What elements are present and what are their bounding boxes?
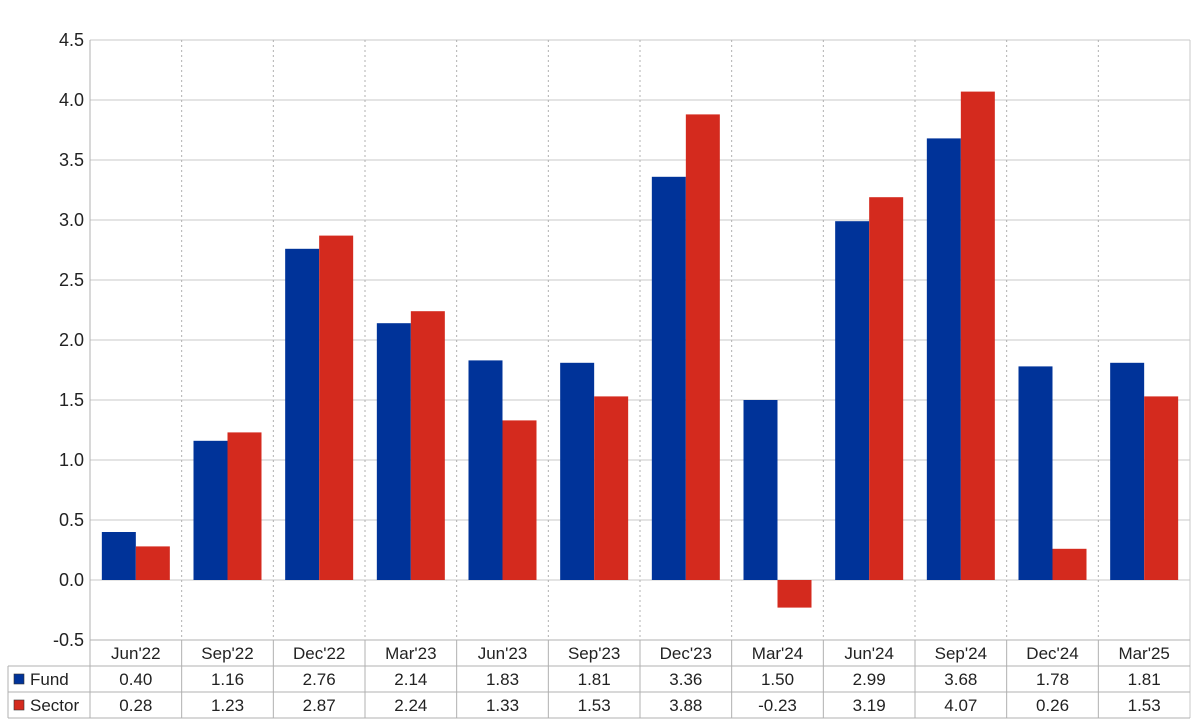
data-label-sector: 0.28 (119, 696, 152, 715)
data-label-fund: 2.14 (394, 670, 427, 689)
bar-fund-4 (468, 360, 503, 580)
y-tick-label: 1.5 (59, 390, 84, 410)
bar-sector-4 (502, 420, 537, 580)
data-label-sector: 1.53 (578, 696, 611, 715)
y-tick-label: 2.0 (59, 330, 84, 350)
y-tick-label: 0.0 (59, 570, 84, 590)
bar-sector-2 (319, 235, 354, 580)
bar-fund-8 (835, 221, 870, 580)
category-label: Dec'24 (1026, 644, 1078, 663)
data-label-fund: 1.81 (578, 670, 611, 689)
category-label: Jun'23 (478, 644, 528, 663)
data-label-fund: 3.68 (944, 670, 977, 689)
data-label-fund: 3.36 (669, 670, 702, 689)
data-table: Jun'22 Sep'22 Dec'22 Mar'23 Jun'23 Sep'23 Dec'… (7, 639, 1190, 719)
data-label-sector: -0.23 (758, 696, 797, 715)
data-label-fund: 0.40 (119, 670, 152, 689)
category-label: Sep'22 (201, 644, 253, 663)
grid (90, 39, 1190, 641)
bar-sector-6 (685, 114, 720, 581)
legend-label-fund: Fund (30, 670, 69, 689)
bar-fund-1 (193, 440, 228, 580)
y-tick-label: 0.5 (59, 510, 84, 530)
bar-sector-11 (1144, 396, 1179, 580)
bar-sector-8 (869, 197, 904, 580)
legend-swatch-fund (13, 673, 25, 685)
y-tick-label: 2.5 (59, 270, 84, 290)
data-label-fund: 2.76 (303, 670, 336, 689)
bar-sector-9 (960, 91, 995, 580)
bar-fund-2 (285, 248, 320, 581)
category-label: Mar'25 (1118, 644, 1169, 663)
y-tick-label: 1.0 (59, 450, 84, 470)
y-tick-label: 4.5 (59, 30, 84, 50)
category-label: Jun'24 (844, 644, 894, 663)
data-label-fund: 2.99 (853, 670, 886, 689)
category-label: Mar'23 (385, 644, 436, 663)
y-tick-label: 4.0 (59, 90, 84, 110)
data-label-fund: 1.81 (1128, 670, 1161, 689)
data-label-fund: 1.83 (486, 670, 519, 689)
legend-label-sector: Sector (30, 696, 79, 715)
bars (101, 91, 1179, 608)
bar-sector-7 (777, 580, 812, 608)
data-label-sector: 3.19 (853, 696, 886, 715)
category-label: Sep'23 (568, 644, 620, 663)
category-label: Mar'24 (752, 644, 803, 663)
data-label-sector: 0.26 (1036, 696, 1069, 715)
bar-sector-3 (410, 311, 445, 580)
bar-sector-0 (135, 546, 170, 580)
data-label-sector: 1.23 (211, 696, 244, 715)
data-label-sector: 1.53 (1128, 696, 1161, 715)
data-label-fund: 1.16 (211, 670, 244, 689)
y-axis: -0.5 0.0 0.5 1.0 1.5 2.0 2.5 3.0 3.5 4.0 4.5 (53, 30, 1191, 718)
y-tick-label: -0.5 (53, 630, 84, 650)
bar-fund-11 (1110, 362, 1145, 580)
bar-fund-6 (651, 176, 686, 581)
data-label-sector: 1.33 (486, 696, 519, 715)
data-label-sector: 3.88 (669, 696, 702, 715)
bar-sector-10 (1052, 548, 1087, 580)
bar-fund-0 (101, 532, 136, 580)
bar-fund-7 (743, 400, 778, 580)
category-label: Dec'23 (660, 644, 712, 663)
bar-fund-3 (376, 323, 411, 580)
bar-fund-9 (926, 138, 961, 580)
data-label-fund: 1.50 (761, 670, 794, 689)
data-label-fund: 1.78 (1036, 670, 1069, 689)
bar-fund-10 (1018, 366, 1053, 580)
bar-fund-5 (560, 362, 595, 580)
bar-sector-5 (594, 396, 629, 580)
data-label-sector: 4.07 (944, 696, 977, 715)
data-label-sector: 2.87 (303, 696, 336, 715)
bar-sector-1 (227, 432, 262, 580)
category-label: Dec'22 (293, 644, 345, 663)
data-label-sector: 2.24 (394, 696, 427, 715)
y-tick-label: 3.5 (59, 150, 84, 170)
category-label: Sep'24 (935, 644, 987, 663)
legend-swatch-sector (13, 699, 25, 711)
category-label: Jun'22 (111, 644, 161, 663)
y-tick-label: 3.0 (59, 210, 84, 230)
